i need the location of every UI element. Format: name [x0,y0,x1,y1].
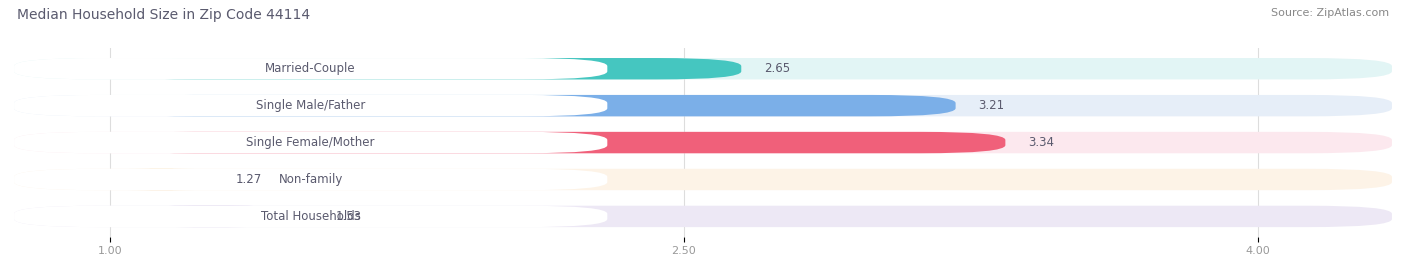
Text: Non-family: Non-family [278,173,343,186]
FancyBboxPatch shape [110,169,214,190]
Text: 3.34: 3.34 [1028,136,1054,149]
FancyBboxPatch shape [110,95,956,116]
Text: 2.65: 2.65 [765,62,790,75]
FancyBboxPatch shape [14,206,607,227]
Text: Total Households: Total Households [260,210,360,223]
FancyBboxPatch shape [110,206,312,227]
FancyBboxPatch shape [14,169,1392,190]
Text: 3.21: 3.21 [979,99,1005,112]
FancyBboxPatch shape [14,95,1392,116]
FancyBboxPatch shape [14,132,1392,153]
Text: 1.27: 1.27 [236,173,263,186]
FancyBboxPatch shape [14,95,607,116]
Text: Married-Couple: Married-Couple [266,62,356,75]
Text: Single Male/Father: Single Male/Father [256,99,366,112]
FancyBboxPatch shape [14,132,607,153]
Text: Source: ZipAtlas.com: Source: ZipAtlas.com [1271,8,1389,18]
FancyBboxPatch shape [110,132,1005,153]
FancyBboxPatch shape [14,58,607,79]
FancyBboxPatch shape [14,206,1392,227]
FancyBboxPatch shape [14,58,1392,79]
Text: 1.53: 1.53 [336,210,361,223]
FancyBboxPatch shape [14,169,607,190]
Text: Median Household Size in Zip Code 44114: Median Household Size in Zip Code 44114 [17,8,309,22]
FancyBboxPatch shape [110,58,741,79]
Text: Single Female/Mother: Single Female/Mother [246,136,375,149]
